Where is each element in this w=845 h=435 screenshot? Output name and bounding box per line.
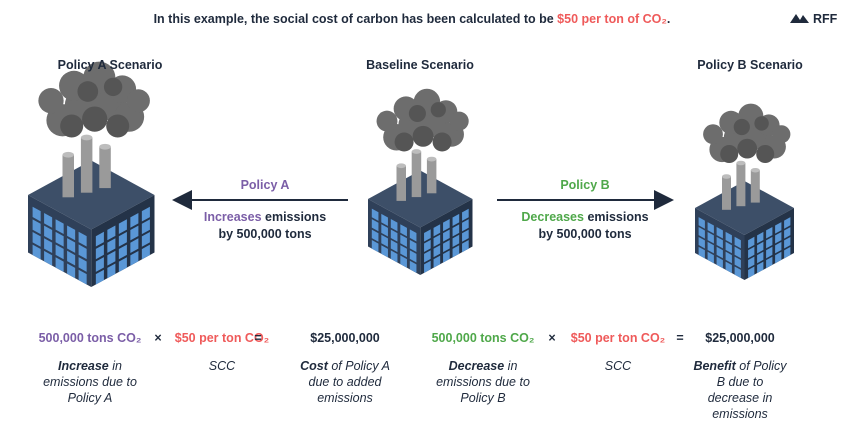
caption-rest: in emissions due to Policy B — [436, 359, 530, 405]
header: In this example, the social cost of carb… — [154, 12, 671, 26]
scenario-title: Policy A Scenario — [57, 58, 163, 72]
arrow-label: Policy B — [560, 178, 610, 192]
caption-bold: Decrease — [448, 359, 505, 373]
result: $25,000,000 — [310, 331, 380, 345]
result: $25,000,000 — [705, 331, 775, 345]
result-caption: Benefit of Policy B due to decrease in e… — [690, 358, 790, 422]
arrow-amount: by 500,000 tons — [218, 227, 312, 241]
verb-rest: emissions — [583, 210, 649, 224]
quantity: 500,000 tons CO₂ — [38, 331, 142, 345]
caption-bold: Cost — [300, 359, 328, 373]
arrow-amount: by 500,000 tons — [538, 227, 632, 241]
operator: = — [254, 331, 262, 345]
logo: RFF — [813, 12, 838, 26]
caption-rest: in emissions due to Policy A — [43, 359, 137, 405]
factory-policy-a — [28, 61, 155, 287]
rate-caption: SCC — [604, 359, 632, 373]
caption-rest: of Policy A due to added emissions — [308, 359, 390, 405]
quantity-caption: Increase in emissions due to Policy A — [40, 358, 140, 406]
arrow-desc: Increases emissions — [204, 210, 326, 224]
factory-baseline — [368, 88, 473, 276]
result-caption: Cost of Policy A due to added emissions — [295, 358, 395, 406]
caption-bold: Benefit — [693, 359, 736, 373]
operator: = — [676, 331, 684, 345]
verb-rest: emissions — [261, 210, 327, 224]
header-end: . — [666, 12, 671, 26]
rate: $50 per ton CO₂ — [570, 331, 666, 345]
header-text: In this example, the social cost of carb… — [153, 12, 558, 26]
arrow-desc: Decreases emissions — [521, 210, 648, 224]
quantity-caption: Decrease in emissions due to Policy B — [433, 358, 533, 406]
scenario-title: Policy B Scenario — [697, 58, 803, 72]
caption-bold: Increase — [58, 359, 109, 373]
rate-caption: SCC — [208, 359, 236, 373]
caption-rest: of Policy B due to decrease in emissions — [707, 359, 787, 421]
quantity: 500,000 tons CO₂ — [431, 331, 535, 345]
logo-mark — [790, 14, 809, 23]
arrow-label: Policy A — [240, 178, 290, 192]
operator: × — [154, 331, 162, 345]
factory-policy-b — [695, 103, 794, 280]
header-highlight: $50 per ton of CO₂ — [557, 12, 667, 26]
rate: $50 per ton CO₂ — [174, 331, 270, 345]
verb: Decreases — [521, 210, 584, 224]
verb: Increases — [203, 210, 262, 224]
operator: × — [548, 331, 556, 345]
scenario-title: Baseline Scenario — [366, 58, 474, 72]
